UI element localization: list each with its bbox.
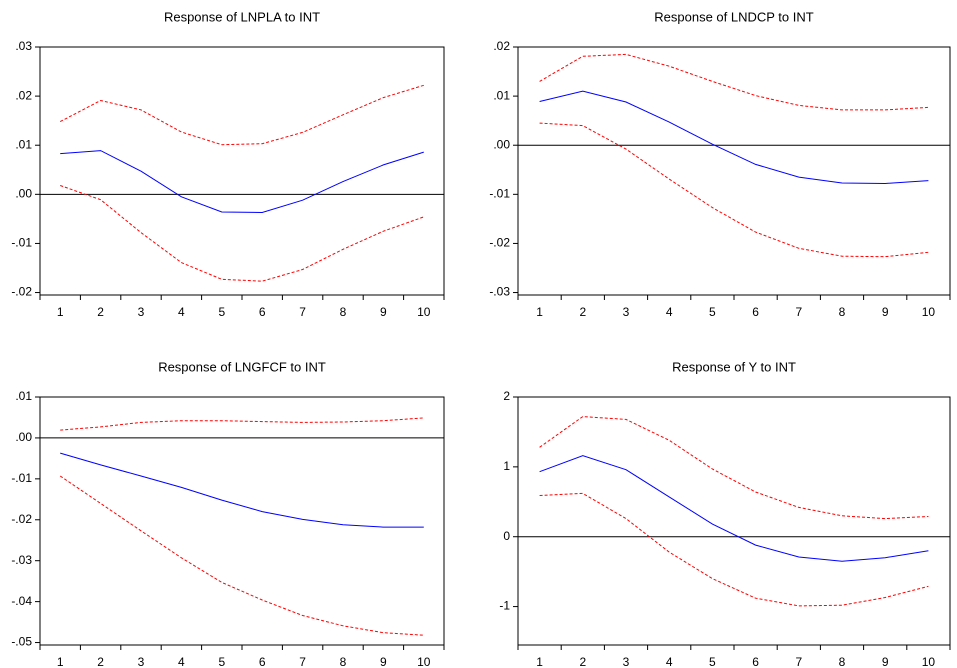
series-line xyxy=(59,84,424,146)
series-line xyxy=(59,475,424,636)
y-tick-label: .03 xyxy=(15,39,32,53)
x-tick-label: 4 xyxy=(666,655,673,668)
series-line xyxy=(60,150,424,214)
y-tick-label: 1 xyxy=(503,459,510,473)
x-tick-label: 7 xyxy=(299,655,306,668)
y-tick-label: .01 xyxy=(15,137,32,151)
x-tick-label: 3 xyxy=(138,305,145,319)
x-tick-label: 4 xyxy=(666,305,673,319)
x-tick-label: 10 xyxy=(922,305,936,319)
y-tick-label: -.05 xyxy=(11,635,32,649)
chart-title: Response of LNDCP to INT xyxy=(654,9,813,24)
x-tick-label: 8 xyxy=(340,305,347,319)
x-tick-label: 3 xyxy=(623,655,630,668)
x-tick-label: 5 xyxy=(709,655,716,668)
x-tick-label: 5 xyxy=(218,305,225,319)
y-tick-label: -.03 xyxy=(489,285,510,299)
x-tick-label: 1 xyxy=(536,655,543,668)
y-tick-label: .00 xyxy=(15,186,32,200)
x-tick-label: 5 xyxy=(709,305,716,319)
x-tick-label: 10 xyxy=(922,655,936,668)
x-tick-label: 10 xyxy=(417,655,431,668)
x-tick-label: 6 xyxy=(752,655,759,668)
plot-frame xyxy=(517,46,951,296)
y-tick-label: 0 xyxy=(503,529,510,543)
x-tick-label: 1 xyxy=(536,305,543,319)
x-tick-label: 6 xyxy=(752,305,759,319)
x-tick-label: 8 xyxy=(839,655,846,668)
x-tick-label: 1 xyxy=(57,655,64,668)
x-tick-label: 9 xyxy=(882,655,889,668)
series-line xyxy=(539,492,929,607)
series-line xyxy=(60,452,424,528)
x-tick-label: 4 xyxy=(178,655,185,668)
y-tick-label: .01 xyxy=(15,389,32,403)
plot-frame xyxy=(39,396,445,646)
x-tick-label: 6 xyxy=(259,655,266,668)
chart-title: Response of LNPLA to INT xyxy=(164,9,320,24)
series-line xyxy=(60,417,424,431)
chart-title: Response of LNGFCF to INT xyxy=(158,359,326,374)
y-tick-label: -.04 xyxy=(11,594,32,608)
x-tick-label: 7 xyxy=(795,655,802,668)
plot-frame xyxy=(517,396,951,646)
x-tick-label: 8 xyxy=(340,655,347,668)
y-tick-label: .00 xyxy=(493,137,510,151)
x-tick-label: 3 xyxy=(138,655,145,668)
series-line xyxy=(539,90,929,185)
x-tick-label: 4 xyxy=(178,305,185,319)
x-tick-label: 9 xyxy=(882,305,889,319)
x-tick-label: 9 xyxy=(380,655,387,668)
x-tick-label: 2 xyxy=(97,305,104,319)
x-tick-label: 7 xyxy=(299,305,306,319)
series-line xyxy=(60,185,424,282)
y-tick-label: -.02 xyxy=(489,236,510,250)
chart-title: Response of Y to INT xyxy=(672,359,796,374)
x-tick-label: 3 xyxy=(623,305,630,319)
series-line xyxy=(539,53,929,111)
y-tick-label: .01 xyxy=(493,88,510,102)
series-line xyxy=(539,455,929,562)
x-tick-label: 1 xyxy=(57,305,64,319)
x-tick-label: 7 xyxy=(795,305,802,319)
y-tick-label: -.02 xyxy=(11,285,32,299)
x-tick-label: 9 xyxy=(380,305,387,319)
x-tick-label: 2 xyxy=(579,655,586,668)
x-tick-label: 10 xyxy=(417,305,431,319)
x-tick-label: 2 xyxy=(97,655,104,668)
y-tick-label: -.01 xyxy=(11,236,32,250)
x-tick-label: 2 xyxy=(579,305,586,319)
y-tick-label: -.02 xyxy=(11,512,32,526)
x-tick-label: 8 xyxy=(839,305,846,319)
x-tick-label: 5 xyxy=(218,655,225,668)
y-tick-label: -.01 xyxy=(11,471,32,485)
y-tick-label: 2 xyxy=(503,389,510,403)
x-tick-label: 6 xyxy=(259,305,266,319)
series-line xyxy=(539,416,929,520)
y-tick-label: -.03 xyxy=(11,553,32,567)
y-tick-label: .02 xyxy=(15,88,32,102)
y-tick-label: -1 xyxy=(499,599,510,613)
y-tick-label: .00 xyxy=(15,430,32,444)
y-tick-label: -.01 xyxy=(489,186,510,200)
plot-frame xyxy=(39,46,445,296)
series-line xyxy=(539,122,929,258)
y-tick-label: .02 xyxy=(493,39,510,53)
